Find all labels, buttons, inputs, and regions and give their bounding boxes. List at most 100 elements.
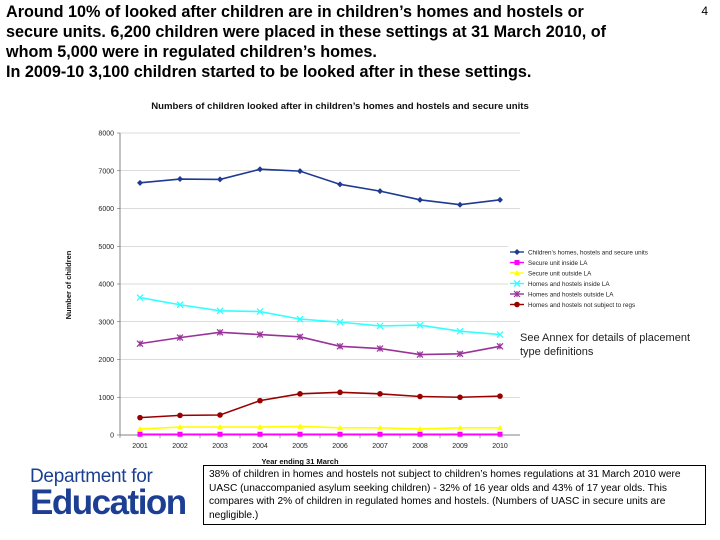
- data-point: [176, 301, 184, 309]
- logo-line-2: Education: [30, 483, 187, 522]
- line-chart: Numbers of children looked after in chil…: [64, 101, 700, 466]
- y-tick-label: 5000: [98, 244, 114, 251]
- y-tick-label: 7000: [98, 168, 114, 175]
- data-point: [417, 393, 423, 400]
- y-tick-label: 8000: [98, 131, 114, 138]
- chart-title: Numbers of children looked after in chil…: [151, 101, 529, 112]
- x-tick-label: 2004: [252, 443, 268, 450]
- data-point: [456, 327, 464, 335]
- grid-layer: [120, 132, 520, 436]
- data-point: [337, 389, 343, 396]
- series-line: [139, 168, 501, 206]
- data-point: [376, 345, 384, 352]
- x-tick-label: 2001: [132, 443, 148, 450]
- data-point: [297, 168, 303, 175]
- legend-box: [508, 246, 700, 315]
- series-6: [137, 389, 503, 421]
- data-point: [257, 166, 263, 173]
- series-3: [137, 423, 503, 432]
- y-tick-label: 3000: [98, 319, 114, 326]
- data-point: [337, 424, 343, 431]
- data-point: [377, 431, 383, 437]
- data-point: [496, 331, 504, 339]
- page-number: 4: [701, 4, 708, 18]
- legend-marker: [513, 280, 521, 287]
- x-tick-label: 2009: [452, 443, 468, 450]
- data-point: [216, 328, 224, 336]
- legend-label: Homes and hostels not subject to regs: [528, 302, 635, 309]
- data-point: [256, 308, 264, 316]
- data-point: [376, 322, 384, 330]
- department-for-education-logo: Department for Education: [30, 466, 187, 522]
- y-tick-label: 4000: [98, 282, 114, 289]
- series-line: [139, 425, 500, 430]
- data-point: [497, 424, 503, 431]
- y-tick-label: 2000: [98, 357, 114, 364]
- data-point: [177, 176, 183, 183]
- data-point: [417, 196, 423, 203]
- data-point: [296, 315, 304, 323]
- data-point: [217, 424, 223, 430]
- data-point: [457, 394, 463, 401]
- legend-label: Secure unit inside LA: [528, 260, 588, 267]
- legend-label: Children’s homes, hostels and secure uni…: [528, 249, 648, 256]
- data-point: [337, 181, 343, 188]
- x-tick-label: 2003: [212, 443, 228, 450]
- legend-label: Homes and hostels inside LA: [528, 281, 610, 288]
- data-point: [256, 331, 264, 339]
- data-point: [217, 176, 223, 183]
- series-layer: [136, 166, 504, 437]
- data-point: [416, 351, 424, 359]
- data-point: [377, 391, 383, 397]
- series-2: [137, 431, 503, 437]
- legend-marker: [514, 249, 520, 255]
- series-1: [137, 166, 503, 208]
- data-point: [257, 431, 263, 437]
- data-point: [497, 431, 503, 437]
- data-point: [377, 424, 383, 431]
- series-5: [136, 328, 504, 359]
- annex-note: See Annex for details of placement type …: [520, 332, 690, 358]
- data-point: [257, 424, 263, 430]
- data-point: [416, 321, 424, 329]
- data-point: [336, 318, 344, 326]
- data-point: [136, 340, 144, 348]
- legend-marker: [514, 301, 520, 308]
- legend-label: Secure unit outside LA: [528, 270, 592, 277]
- data-point: [177, 431, 183, 437]
- x-tick-label: 2007: [372, 443, 388, 450]
- legend-marker: [513, 290, 521, 298]
- data-point: [297, 423, 303, 429]
- y-tick-label: 6000: [98, 206, 114, 213]
- y-tick-label: 0: [110, 433, 114, 440]
- x-tick-label: 2008: [412, 443, 428, 450]
- data-point: [177, 412, 183, 419]
- x-axis-label: Year ending 31 March: [261, 457, 339, 466]
- data-point: [377, 188, 383, 195]
- data-point: [176, 334, 184, 342]
- headline: Around 10% of looked after children are …: [6, 2, 686, 82]
- series-line: [139, 391, 501, 419]
- data-point: [137, 414, 143, 421]
- legend: Children’s homes, hostels and secure uni…: [508, 246, 700, 315]
- data-point: [137, 431, 143, 437]
- data-point: [497, 393, 503, 399]
- data-point: [457, 201, 463, 208]
- headline-line-3: whom 5,000 were in regulated children’s …: [6, 43, 377, 61]
- x-tick-label: 2006: [332, 443, 348, 450]
- data-point: [216, 307, 224, 315]
- data-point: [417, 431, 423, 437]
- data-point: [137, 179, 143, 186]
- legend-label: Homes and hostels outside LA: [528, 291, 614, 298]
- series-4: [136, 294, 504, 339]
- data-point: [296, 333, 304, 341]
- data-point: [336, 342, 344, 350]
- data-point: [497, 196, 503, 203]
- data-point: [456, 350, 464, 358]
- data-point: [137, 425, 143, 432]
- series-line: [139, 296, 501, 336]
- data-point: [217, 431, 223, 437]
- legend-marker: [514, 260, 520, 265]
- headline-line-4: In 2009-10 3,100 children started to be …: [6, 63, 532, 81]
- data-point: [496, 342, 504, 350]
